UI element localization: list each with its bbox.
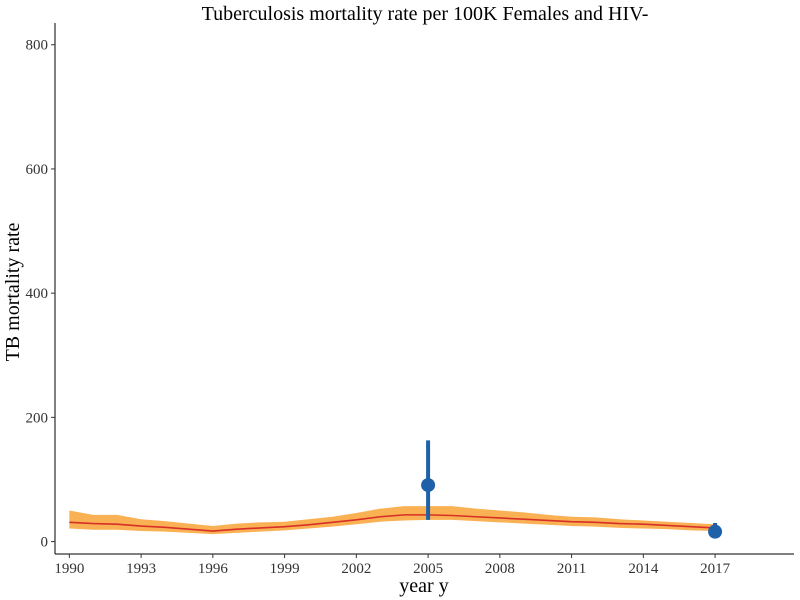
y-tick-label: 0 [41,535,49,551]
x-ticks: 1990 1993 1996 1999 2002 2005 2008 2011 2014 2017 [54,554,731,577]
data-point [708,524,723,539]
x-tick-label: 2014 [628,561,659,577]
x-tick-label: 1999 [270,561,300,577]
y-tick-label: 200 [26,410,49,426]
plot-area [69,440,723,539]
chart-title: Tuberculosis mortality rate per 100K Fem… [202,3,649,25]
x-tick-label: 1990 [54,561,84,577]
x-tick-label: 2005 [413,561,443,577]
x-tick-label: 2002 [341,561,371,577]
x-tick-label: 2011 [557,561,586,577]
x-tick-label: 2017 [700,561,731,577]
x-tick-label: 2008 [485,561,515,577]
y-tick-label: 800 [26,38,49,54]
mortality-rate-line [69,514,716,532]
y-tick-label: 600 [26,162,49,178]
x-axis-title: year y [399,575,448,597]
y-axis-title: TB mortality rate [2,222,24,361]
y-tick-label: 400 [26,286,49,302]
data-point [421,478,436,493]
x-tick-label: 1993 [126,561,156,577]
uncertainty-band [69,506,716,535]
y-ticks: 0 200 400 600 800 [26,38,55,551]
x-tick-label: 1996 [198,561,229,577]
